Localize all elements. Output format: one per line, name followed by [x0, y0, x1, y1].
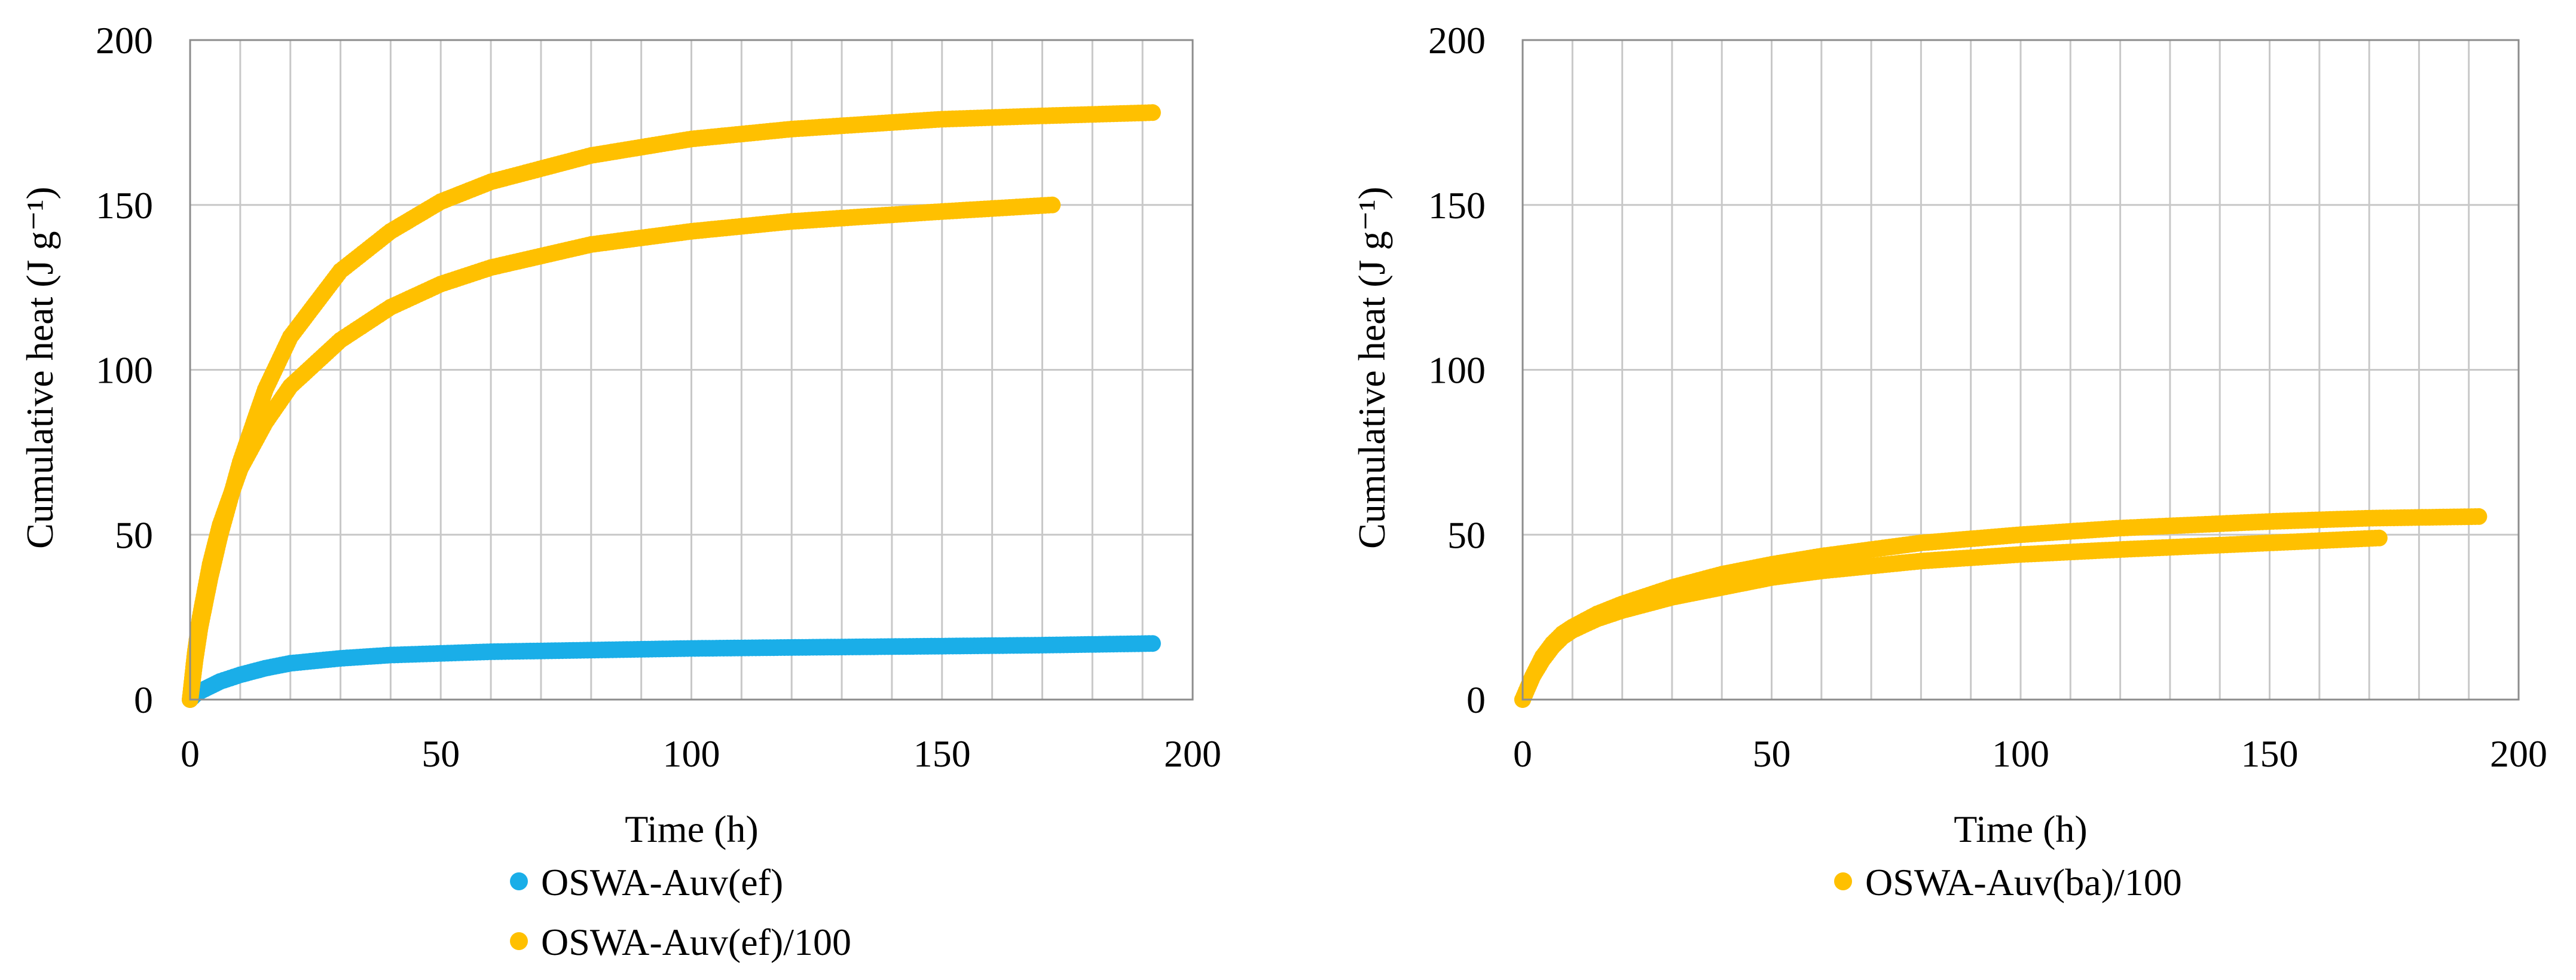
series-left — [182, 104, 1161, 708]
plot-border-left — [189, 39, 1194, 701]
y-tick-label: 0 — [1466, 679, 1486, 721]
x-tick-label: 50 — [421, 732, 460, 775]
data-point — [1044, 196, 1061, 213]
legend-right: OSWA-Auv(ba)/100 — [1834, 861, 2182, 903]
x-tick-label: 0 — [1513, 732, 1532, 775]
ticks-left: 0 50 100 150 200 0 50 100 150 200 — [96, 19, 1221, 775]
legend-marker-oswa-auv-ef-100 — [510, 932, 528, 950]
y-tick-label: 100 — [96, 349, 153, 392]
data-point — [2370, 529, 2388, 547]
x-tick-label: 200 — [1164, 732, 1221, 775]
y-tick-label: 150 — [1428, 184, 1486, 227]
ticks-right: 0 50 100 150 200 0 50 100 150 200 — [1428, 19, 2547, 775]
y-tick-label: 150 — [96, 184, 153, 227]
x-tick-label: 100 — [663, 732, 720, 775]
y-tick-label: 50 — [1447, 514, 1486, 556]
x-tick-label: 50 — [1753, 732, 1791, 775]
legend-marker-oswa-auv-ef — [510, 872, 528, 890]
plot-border-right — [1521, 39, 2520, 701]
legend-label-oswa-auv-ef-100: OSWA-Auv(ef)/100 — [541, 921, 851, 963]
chart-right: 0 50 100 150 200 0 50 100 150 200 Time (h) Cumula… — [1350, 19, 2547, 903]
legend-left: OSWA-Auv(ef) OSWA-Auv(ef)/100 — [510, 861, 851, 963]
legend-label-oswa-auv-ba-100: OSWA-Auv(ba)/100 — [1865, 861, 2182, 903]
data-point — [1144, 635, 1161, 652]
x-tick-label: 0 — [181, 732, 200, 775]
y-tick-label: 100 — [1428, 349, 1486, 392]
y-tick-label: 50 — [115, 514, 153, 556]
x-tick-label: 150 — [913, 732, 971, 775]
x-axis-label-left: Time (h) — [625, 808, 758, 850]
y-tick-label: 200 — [96, 19, 153, 62]
y-axis-label-left: Cumulative heat (J g⁻¹) — [19, 187, 61, 549]
legend-label-oswa-auv-ef: OSWA-Auv(ef) — [541, 861, 783, 903]
series-0-2 — [182, 196, 1061, 708]
x-tick-label: 150 — [2241, 732, 2299, 775]
chart-left: 0 50 100 150 200 0 50 100 150 200 Time (h) Cumula… — [19, 19, 1221, 963]
y-axis-label-right: Cumulative heat (J g⁻¹) — [1350, 187, 1393, 549]
x-tick-label: 200 — [2490, 732, 2547, 775]
legend-marker-oswa-auv-ba-100 — [1834, 872, 1852, 890]
y-tick-label: 200 — [1428, 19, 1486, 62]
data-point — [1144, 104, 1161, 121]
series-1-1 — [1514, 529, 2388, 708]
data-point — [2470, 508, 2488, 525]
series-right — [1514, 508, 2488, 708]
y-tick-label: 0 — [134, 679, 153, 721]
x-tick-label: 100 — [1992, 732, 2049, 775]
x-axis-label-right: Time (h) — [1954, 808, 2087, 850]
